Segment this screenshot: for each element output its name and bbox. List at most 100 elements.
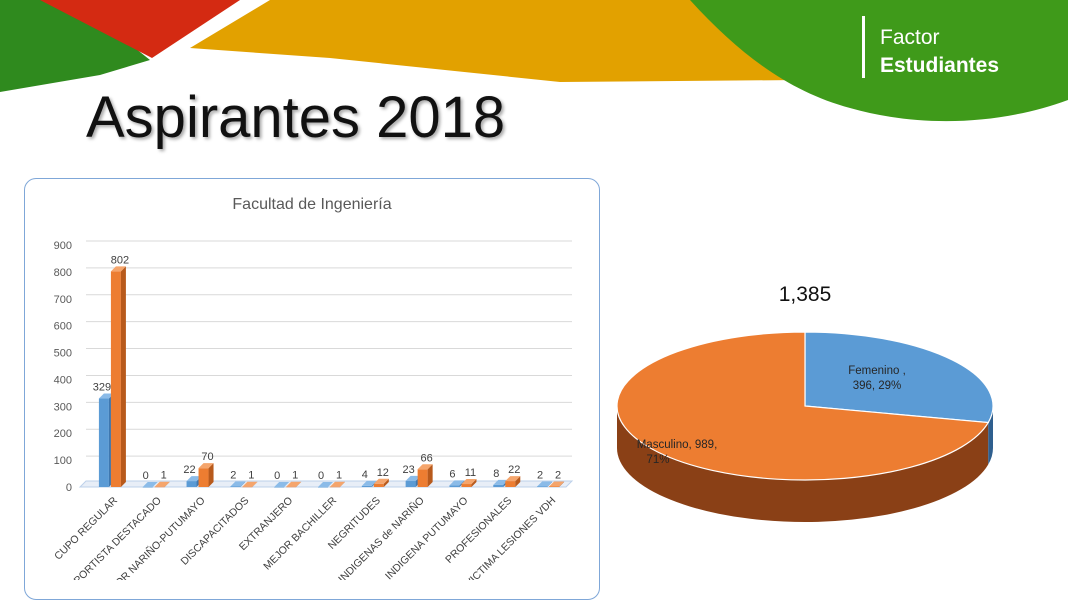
y-tick-label: 900 xyxy=(54,240,72,252)
bar-top xyxy=(318,482,333,487)
data-label: 2 xyxy=(537,469,543,481)
bar-side xyxy=(340,481,345,487)
data-label: 0 xyxy=(143,470,149,482)
pie-total-label: 1,385 xyxy=(779,283,832,306)
bar-front xyxy=(537,486,548,487)
bar-front xyxy=(186,481,197,487)
pie-slice-femenino xyxy=(804,331,994,424)
bar xyxy=(110,266,126,487)
bar xyxy=(537,481,553,487)
bar-front xyxy=(449,485,460,487)
bar-top xyxy=(373,478,389,484)
bar-front xyxy=(493,484,504,487)
data-label: 11 xyxy=(465,467,476,479)
bar-side xyxy=(383,478,389,487)
bar-top xyxy=(186,476,202,482)
bar-top xyxy=(98,393,114,399)
bar xyxy=(286,481,302,488)
data-label: 0 xyxy=(318,470,324,482)
pie-slice-masculino xyxy=(616,331,990,481)
bar xyxy=(274,482,290,488)
data-label: 1 xyxy=(292,470,298,482)
bar-front xyxy=(361,485,372,487)
bar-chart: Facultad de Ingeniería010020030040050060… xyxy=(52,196,574,580)
bar-side xyxy=(515,476,521,487)
banner-green-left xyxy=(0,0,150,92)
bar-chart-title: Facultad de Ingeniería xyxy=(232,196,391,213)
bar-front xyxy=(154,486,165,488)
bar xyxy=(198,463,214,487)
bar-front xyxy=(330,486,340,488)
bar-top xyxy=(142,482,158,487)
x-tick-label: MEJOR BACHILLER xyxy=(261,494,339,572)
bar-front xyxy=(142,487,153,488)
data-label: 1 xyxy=(161,470,167,482)
data-label: 70 xyxy=(201,451,213,463)
y-tick-label: 400 xyxy=(54,374,72,386)
bar-front xyxy=(198,468,209,487)
bar-top xyxy=(537,481,553,487)
bar-top xyxy=(274,482,290,487)
data-label: 6 xyxy=(449,468,455,480)
bar-top xyxy=(154,481,170,487)
banner-green-right xyxy=(690,0,1068,122)
y-tick-label: 200 xyxy=(54,428,72,440)
banner-yellow xyxy=(190,0,800,82)
data-label: 22 xyxy=(183,464,195,476)
pie-label-masculino-line1: Masculino, 989, xyxy=(637,439,718,451)
bar-side xyxy=(208,463,214,487)
bar-top xyxy=(493,479,509,485)
bar-side xyxy=(559,481,565,487)
data-label: 2 xyxy=(230,469,236,481)
bar-top xyxy=(330,481,345,487)
bar-top xyxy=(449,480,465,486)
bar-top xyxy=(505,476,521,482)
page-title: Aspirantes 2018 xyxy=(86,85,506,150)
bar xyxy=(154,481,170,488)
bar-front xyxy=(405,480,416,487)
bar-front xyxy=(417,469,428,487)
bar-side xyxy=(296,481,302,487)
x-tick-label: INDIGENAS de NARIÑO xyxy=(335,494,426,580)
logo-divider xyxy=(862,16,865,78)
data-label: 802 xyxy=(111,254,129,266)
bar-top xyxy=(198,463,214,469)
bar-front xyxy=(373,483,384,487)
bar-front xyxy=(230,486,241,487)
bar xyxy=(417,464,433,487)
y-tick-label: 0 xyxy=(66,482,72,494)
bar-front xyxy=(286,486,297,488)
bar xyxy=(549,481,565,487)
data-label: 2 xyxy=(555,469,561,481)
pie-label-masculino-line2: 71% xyxy=(646,454,669,466)
bar xyxy=(142,482,158,488)
data-label: 1 xyxy=(336,470,342,482)
pie-side-masculino xyxy=(617,406,989,522)
bar-top xyxy=(230,481,246,487)
data-label: 22 xyxy=(508,464,520,476)
bar-side xyxy=(164,481,170,487)
data-label: 66 xyxy=(421,452,433,464)
pie-chart: 1,385 Femenino , 396, 29% Masculino, 989, 71… xyxy=(616,283,994,522)
bar-front xyxy=(461,484,472,487)
bar-top xyxy=(361,480,377,486)
bar-top xyxy=(110,266,126,272)
bar-side xyxy=(547,481,553,487)
header-banner xyxy=(0,0,1068,122)
pie-label-femenino-line1: Femenino , xyxy=(848,365,906,377)
bar-side xyxy=(120,266,126,487)
bar xyxy=(505,476,521,487)
bar-top xyxy=(549,481,565,487)
bar-top xyxy=(242,481,258,487)
bar-front xyxy=(505,481,516,487)
bar-front xyxy=(549,486,560,487)
bar-top xyxy=(461,479,477,485)
y-tick-label: 600 xyxy=(54,321,72,333)
data-label: 329 xyxy=(93,382,111,394)
bar-side xyxy=(240,481,246,487)
bar-side xyxy=(427,464,433,487)
data-label: 8 xyxy=(493,468,499,480)
bar-front xyxy=(98,398,109,487)
bar xyxy=(461,479,477,487)
y-tick-label: 100 xyxy=(54,455,72,467)
